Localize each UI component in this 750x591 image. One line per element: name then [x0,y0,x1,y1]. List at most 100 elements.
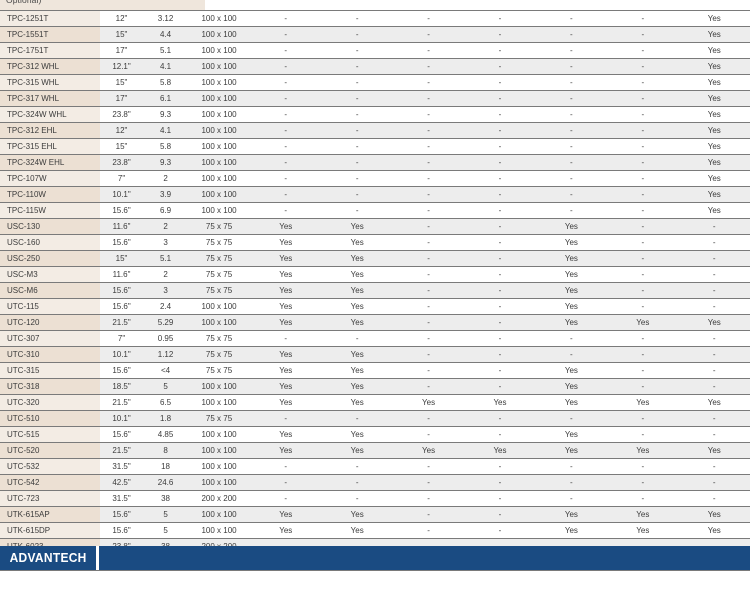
cell-flag-7: Yes [678,314,750,331]
footer-bar-fill [99,546,750,570]
cell-vesa: 75 x 75 [188,266,251,283]
cell-flag-5: Yes [535,362,608,379]
cell-flag-3: - [392,506,465,523]
cell-flag-4: - [464,378,536,395]
cell-size: 31.5" [100,490,144,507]
cell-weight: 2 [143,170,189,187]
cell-flag-7: - [678,250,750,267]
cell-flag-4: - [464,266,536,283]
cell-flag-5: - [535,346,608,363]
table-row: USC-M6 15.6" 3 75 x 75 Yes Yes - - Yes - - [0,282,750,299]
cell-flag-3: - [392,186,465,203]
cell-flag-4: - [464,10,536,27]
cell-flag-4: - [464,282,536,299]
cell-model: UTC-515 [0,426,101,443]
cell-flag-1: Yes [250,426,322,443]
cell-size: 23.8" [100,154,144,171]
cell-size: 21.5" [100,394,144,411]
cell-size: 15.6" [100,522,144,539]
cell-weight: 4.1 [143,122,189,139]
cell-model: UTC-115 [0,298,101,315]
cell-vesa: 100 x 100 [188,26,251,43]
cell-model: UTC-120 [0,314,101,331]
cell-flag-2: Yes [321,426,393,443]
cell-flag-4: - [464,362,536,379]
cell-flag-1: Yes [250,314,322,331]
cell-model: TPC-1551T [0,26,101,43]
cell-flag-1: Yes [250,506,322,523]
cell-flag-3: - [392,106,465,123]
cell-flag-4: - [464,58,536,75]
cell-flag-7: Yes [678,170,750,187]
cell-weight: 38 [143,490,189,507]
cell-flag-7: Yes [678,394,750,411]
cell-flag-1: - [250,186,322,203]
cell-flag-2: - [321,202,393,219]
cell-flag-1: - [250,106,322,123]
cell-weight: 5.1 [143,250,189,267]
cell-flag-7: Yes [678,138,750,155]
cell-flag-6: - [607,410,679,427]
cell-flag-3: - [392,522,465,539]
cell-weight: 5 [143,506,189,523]
cell-flag-6: - [607,154,679,171]
cell-flag-3: Yes [392,442,465,459]
cell-model: TPC-324W WHL [0,106,101,123]
cell-flag-2: - [321,122,393,139]
cell-flag-6: - [607,378,679,395]
cell-flag-1: Yes [250,298,322,315]
cell-size: 23.8" [100,106,144,123]
table-row: TPC-1751T 17" 5.1 100 x 100- - - - - - Yes [0,42,750,59]
cell-flag-2: Yes [321,362,393,379]
cell-model: TPC-115W [0,202,101,219]
cell-size: 12" [100,122,144,139]
cell-flag-3: - [392,378,465,395]
cell-size: 21.5" [100,314,144,331]
cell-flag-2: Yes [321,218,393,235]
cell-vesa: 100 x 100 [188,186,251,203]
cell-model: USC-M3 [0,266,101,283]
cell-size: 12" [100,10,144,27]
table-row: UTC-520 21.5" 8 100 x 100 Yes Yes Yes Yes Yes Yes… [0,442,750,459]
table-row: TPC-324W EHL 23.8" 9.3 100 x 100- - - - - - Yes [0,154,750,171]
cell-flag-3: - [392,362,465,379]
cell-flag-5: Yes [535,442,608,459]
cell-vesa: 75 x 75 [188,410,251,427]
cell-flag-5: Yes [535,506,608,523]
cell-flag-5: Yes [535,282,608,299]
cell-flag-4: - [464,490,536,507]
table-row: UTC-120 21.5" 5.29 100 x 100 Yes Yes - - Yes Yes Y… [0,314,750,331]
cell-size: 15" [100,250,144,267]
cell-flag-1: - [250,26,322,43]
cell-flag-3: - [392,10,465,27]
table-row: UTK-615AP 15.6" 5 100 x 100 Yes Yes - - Yes Yes Ye… [0,506,750,523]
cell-model: TPC-312 WHL [0,58,101,75]
cell-flag-7: - [678,346,750,363]
cell-flag-3: - [392,138,465,155]
cell-size: 21.5" [100,442,144,459]
cell-flag-6: - [607,490,679,507]
cell-flag-2: Yes [321,266,393,283]
cell-model: TPC-1251T [0,10,101,27]
cell-flag-3: - [392,346,465,363]
cell-vesa: 100 x 100 [188,138,251,155]
cell-flag-5: - [535,26,608,43]
cell-size: 10.1" [100,410,144,427]
cell-flag-4: - [464,154,536,171]
cell-flag-1: - [250,138,322,155]
cell-size: 15.6" [100,362,144,379]
table-row: UTC-307 7" 0.95 75 x 75- - - - - - - [0,330,750,347]
cell-flag-5: - [535,106,608,123]
cell-flag-5: - [535,42,608,59]
cell-vesa: 100 x 100 [188,378,251,395]
cell-flag-2: - [321,138,393,155]
cell-flag-5: - [535,202,608,219]
cell-flag-3: - [392,474,465,491]
cell-model: TPC-315 WHL [0,74,101,91]
cell-flag-1: Yes [250,378,322,395]
cell-flag-1: Yes [250,394,322,411]
table-row: UTC-542 42.5" 24.6 100 x 100- - - - - - - [0,474,750,491]
cell-flag-6: Yes [607,506,679,523]
cell-flag-1: Yes [250,250,322,267]
table-row: UTC-315 15.6" <4 75 x 75 Yes Yes - - Yes - - [0,362,750,379]
